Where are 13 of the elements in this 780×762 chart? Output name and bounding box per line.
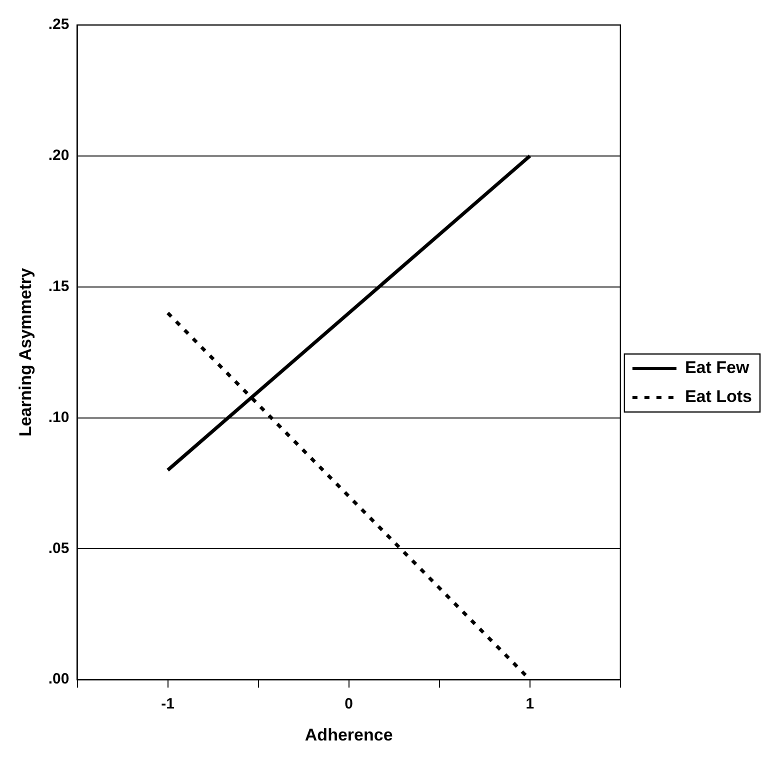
y-tick-label: .05 [48, 540, 70, 557]
y-tick-label: .25 [48, 16, 70, 34]
legend-label: Eat Lots [684, 387, 752, 406]
x-tick-label: 1 [526, 696, 534, 713]
y-axis-title: Learning Asymmetry [16, 268, 35, 437]
y-tick-label: .00 [48, 670, 70, 688]
x-axis-title: Adherence [304, 725, 393, 744]
legend-label: Eat Few [684, 358, 750, 378]
y-tick-label: .10 [48, 408, 70, 426]
y-tick-label: .20 [48, 147, 70, 164]
y-tick-label: .15 [48, 278, 70, 295]
x-tick-label: 0 [344, 696, 354, 713]
x-tick-label: -1 [161, 696, 174, 713]
